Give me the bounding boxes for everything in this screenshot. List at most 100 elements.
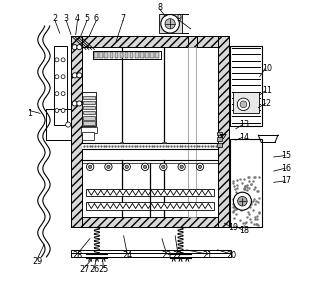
Text: 12: 12 [262, 99, 272, 108]
Bar [218, 36, 229, 228]
Bar [71, 217, 229, 228]
Circle shape [161, 14, 179, 33]
Bar [86, 189, 214, 196]
Circle shape [237, 98, 250, 111]
Circle shape [107, 165, 110, 169]
Circle shape [141, 163, 149, 170]
Text: 8: 8 [157, 3, 162, 12]
Circle shape [88, 165, 92, 169]
Circle shape [143, 165, 147, 169]
Circle shape [198, 165, 202, 169]
Bar [230, 46, 263, 126]
Text: 3: 3 [64, 14, 69, 23]
Text: 26: 26 [89, 265, 99, 274]
Bar [110, 52, 113, 58]
Circle shape [66, 122, 71, 127]
Circle shape [238, 196, 247, 206]
Bar [84, 106, 95, 110]
Circle shape [162, 165, 165, 169]
Text: 7: 7 [121, 14, 126, 23]
Bar [140, 52, 144, 58]
Circle shape [72, 101, 77, 106]
Bar [130, 52, 134, 58]
Circle shape [178, 163, 185, 170]
Bar [82, 47, 218, 217]
Bar [82, 92, 96, 126]
Text: 5: 5 [84, 14, 90, 23]
Bar [120, 142, 124, 143]
Bar [188, 36, 197, 47]
Text: 14: 14 [239, 133, 249, 142]
Bar [159, 14, 182, 33]
Bar [84, 111, 95, 114]
Text: 28: 28 [72, 251, 82, 260]
Circle shape [61, 75, 65, 79]
Bar [93, 51, 161, 59]
Circle shape [77, 73, 82, 78]
Circle shape [180, 165, 183, 169]
Circle shape [125, 165, 128, 169]
Bar [188, 47, 196, 217]
Circle shape [196, 163, 204, 170]
Bar [216, 143, 222, 147]
Text: 21: 21 [202, 251, 213, 260]
Text: 13: 13 [239, 120, 249, 129]
Text: 19: 19 [228, 223, 238, 232]
Text: 6: 6 [94, 14, 99, 23]
Circle shape [61, 58, 65, 62]
Bar [84, 121, 95, 125]
Text: 11: 11 [262, 86, 272, 95]
Text: 1: 1 [27, 109, 32, 118]
Circle shape [86, 163, 94, 170]
Bar [230, 139, 263, 228]
Circle shape [55, 109, 59, 113]
Text: 15: 15 [281, 151, 292, 160]
Bar [105, 52, 108, 58]
Bar [84, 96, 95, 99]
Text: 16: 16 [281, 164, 292, 173]
Text: 27: 27 [79, 265, 89, 274]
Text: 2: 2 [52, 14, 58, 23]
Text: 25: 25 [98, 265, 109, 274]
Circle shape [105, 163, 112, 170]
Bar [216, 137, 222, 141]
Bar [125, 52, 128, 58]
Text: 23: 23 [162, 251, 172, 260]
Circle shape [61, 92, 65, 96]
Text: 29: 29 [32, 257, 42, 266]
Circle shape [233, 192, 252, 210]
Text: 20: 20 [227, 251, 237, 260]
Circle shape [55, 58, 59, 62]
Bar [82, 143, 218, 149]
Text: 9: 9 [177, 14, 182, 23]
Circle shape [77, 101, 82, 106]
Bar [54, 46, 67, 125]
Circle shape [165, 19, 175, 29]
Bar [120, 52, 124, 58]
Circle shape [160, 163, 167, 170]
Circle shape [72, 45, 77, 50]
Bar [135, 52, 138, 58]
Text: 4: 4 [75, 14, 80, 23]
Bar [145, 52, 149, 58]
Text: 18: 18 [239, 226, 249, 235]
Bar [81, 127, 97, 133]
Circle shape [77, 45, 82, 50]
Bar [233, 92, 259, 113]
Circle shape [72, 73, 77, 78]
Circle shape [55, 75, 59, 79]
Bar [86, 202, 214, 210]
Text: 17: 17 [281, 176, 292, 185]
Bar [84, 101, 95, 104]
Bar [84, 116, 95, 119]
Text: 22: 22 [173, 251, 183, 260]
Bar [115, 52, 118, 58]
Bar [216, 132, 222, 135]
Circle shape [123, 163, 130, 170]
Bar [71, 36, 82, 228]
Bar [99, 52, 103, 58]
Bar [150, 52, 154, 58]
Text: 24: 24 [122, 251, 132, 260]
Bar [71, 36, 229, 47]
Bar [94, 52, 98, 58]
